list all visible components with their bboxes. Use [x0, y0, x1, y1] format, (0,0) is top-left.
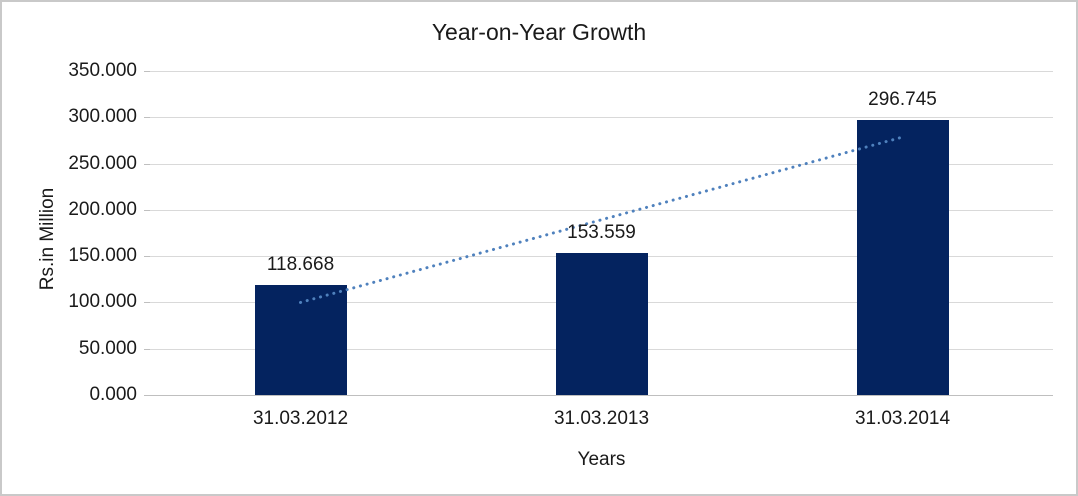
y-tick-label: 350.000	[68, 60, 137, 81]
bar-31.03.2014	[856, 120, 949, 395]
y-tick-label: 200.000	[68, 198, 137, 220]
y-tick-label: 50.000	[78, 337, 137, 359]
y-axis-tick-mark	[144, 117, 150, 118]
x-tick-label: 31.03.2013	[553, 408, 650, 429]
y-tick-label: 300.000	[68, 106, 137, 128]
y-axis-tick-mark	[144, 256, 150, 257]
plot-area	[144, 71, 1053, 396]
y-tick-label: 100.000	[68, 291, 137, 313]
y-axis-tick-mark	[144, 210, 150, 211]
y-axis-tick-mark	[144, 395, 150, 396]
gridline	[150, 117, 1053, 118]
y-axis-tick-mark	[144, 71, 150, 72]
gridline	[150, 210, 1053, 211]
y-axis-tick-mark	[144, 349, 150, 350]
bar-data-label: 296.745	[868, 89, 937, 111]
y-tick-label: 250.000	[68, 152, 137, 174]
x-axis-line	[150, 395, 1053, 396]
x-tick-label: 31.03.2014	[854, 408, 951, 429]
y-axis-tick-mark	[144, 302, 150, 303]
x-axis-title: Years	[577, 449, 626, 470]
gridline	[150, 164, 1053, 165]
y-tick-label: 0.000	[89, 384, 137, 405]
bar-31.03.2013	[555, 252, 648, 395]
chart-title: Year-on-Year Growth	[431, 19, 647, 45]
trendline	[299, 135, 904, 304]
bar-data-label: 118.668	[266, 254, 335, 276]
y-tick-label: 150.000	[68, 245, 137, 267]
x-tick-label: 31.03.2012	[252, 408, 349, 429]
bar-data-label: 153.559	[567, 221, 636, 243]
y-axis-tick-mark	[144, 164, 150, 165]
gridline	[150, 71, 1053, 72]
